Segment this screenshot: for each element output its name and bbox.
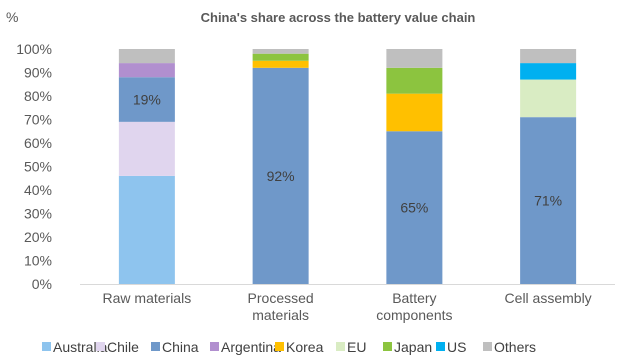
data-label: 71% xyxy=(534,193,562,209)
y-tick-label: 60% xyxy=(24,135,52,151)
legend-swatch-eu xyxy=(336,342,345,351)
bar-segment-argentina xyxy=(118,63,175,78)
legend-swatch-korea xyxy=(275,342,284,351)
legend-label-eu: EU xyxy=(347,339,366,355)
bar-segment-korea xyxy=(386,93,443,132)
legend: Australia Chile China Argentina Korea EU Japan… xyxy=(42,339,536,355)
x-category-label: components xyxy=(376,307,452,323)
bar-segment-china xyxy=(386,131,443,284)
x-category-label: materials xyxy=(252,307,309,323)
legend-label-australia: Australia xyxy=(53,339,108,355)
legend-swatch-others xyxy=(483,342,492,351)
legend-label-china: China xyxy=(162,339,199,355)
data-label: 19% xyxy=(133,92,161,108)
y-axis-unit-label: % xyxy=(6,9,18,25)
bar-segment-chile xyxy=(118,121,175,176)
bar-segment-japan xyxy=(386,67,443,94)
legend-swatch-japan xyxy=(383,342,392,351)
legend-label-chile: Chile xyxy=(107,339,139,355)
bar-segment-others xyxy=(118,49,175,64)
y-tick-label: 70% xyxy=(24,112,52,128)
legend-swatch-china xyxy=(151,342,160,351)
x-category-label: Raw materials xyxy=(103,290,192,306)
legend-swatch-australia xyxy=(42,342,51,351)
y-tick-label: 0% xyxy=(32,276,52,292)
legend-swatch-argentina xyxy=(210,342,219,351)
legend-label-us: US xyxy=(447,339,466,355)
bar-segment-others xyxy=(386,49,443,68)
x-category-label: Cell assembly xyxy=(505,290,592,306)
chart-title: China's share across the battery value c… xyxy=(201,10,476,25)
bar-segment-australia xyxy=(118,175,175,284)
data-labels: 19% 92% 65% 71% xyxy=(133,92,562,216)
bar-segment-china xyxy=(118,77,175,122)
data-label: 65% xyxy=(400,200,428,216)
bar-segment-us xyxy=(520,63,577,80)
x-category-label: Processed xyxy=(248,290,314,306)
bar-segment-china xyxy=(252,67,309,284)
y-tick-label: 40% xyxy=(24,182,52,198)
legend-swatch-chile xyxy=(96,342,105,351)
bar-area xyxy=(118,49,577,285)
y-tick-label: 80% xyxy=(24,88,52,104)
legend-label-others: Others xyxy=(494,339,536,355)
bar-segment-eu xyxy=(520,79,577,118)
y-tick-label: 90% xyxy=(24,65,52,81)
legend-label-argentina: Argentina xyxy=(221,339,281,355)
y-axis-ticks: 0% 10% 20% 30% 40% 50% 60% 70% 80% 90% 100% xyxy=(16,41,52,292)
bar-segment-others xyxy=(520,49,577,64)
y-tick-label: 30% xyxy=(24,206,52,222)
y-tick-label: 10% xyxy=(24,253,52,269)
legend-label-japan: Japan xyxy=(394,339,432,355)
y-tick-label: 20% xyxy=(24,229,52,245)
y-tick-label: 100% xyxy=(16,41,52,57)
bar-segment-china xyxy=(520,117,577,285)
bar-segment-korea xyxy=(252,60,309,68)
bar-segment-japan xyxy=(252,53,309,61)
data-label: 92% xyxy=(267,168,295,184)
legend-label-korea: Korea xyxy=(286,339,324,355)
y-tick-label: 50% xyxy=(24,159,52,175)
legend-swatch-us xyxy=(436,342,445,351)
bar-segment-others xyxy=(252,49,309,54)
x-category-label: Battery xyxy=(392,290,436,306)
